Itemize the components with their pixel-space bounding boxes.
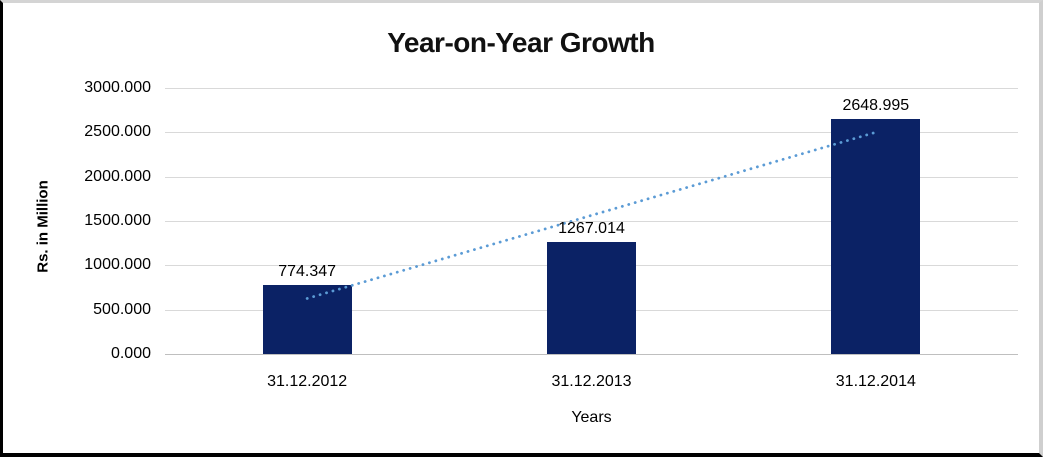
x-axis-tick: 31.12.2013 <box>551 373 632 390</box>
bar-31.12.2014 <box>831 119 921 354</box>
gridline <box>165 354 1018 355</box>
y-axis-tick: 1000.000 <box>84 256 151 274</box>
y-axis-tick: 500.000 <box>93 300 151 318</box>
gridline <box>165 221 1018 222</box>
trendline <box>305 130 878 300</box>
gridline <box>165 132 1018 134</box>
y-axis-tick: 3000.000 <box>84 79 151 96</box>
bar-31.12.2012 <box>262 285 352 354</box>
bar-31.12.2013 <box>547 241 636 354</box>
x-axis-tick: 31.12.2014 <box>835 373 916 390</box>
y-axis-tick: 1500.000 <box>84 212 151 229</box>
x-axis-title: Years <box>571 409 612 426</box>
y-axis-tick: 0.000 <box>110 345 151 362</box>
bar-value-label: 1267.014 <box>558 219 625 237</box>
bar-value-label: 774.347 <box>278 263 337 281</box>
gridline <box>165 88 1018 89</box>
bar-value-label: 2648.995 <box>842 97 910 115</box>
plot-area: 774.347 1267.014 2648.995 <box>165 88 1018 355</box>
y-axis-tick: 2500.000 <box>84 123 151 141</box>
gridline <box>165 176 1018 178</box>
x-axis-tick: 31.12.2012 <box>267 373 348 390</box>
chart-title: Year-on-Year Growth <box>387 27 655 58</box>
y-axis-tick: 2000.000 <box>84 167 151 185</box>
